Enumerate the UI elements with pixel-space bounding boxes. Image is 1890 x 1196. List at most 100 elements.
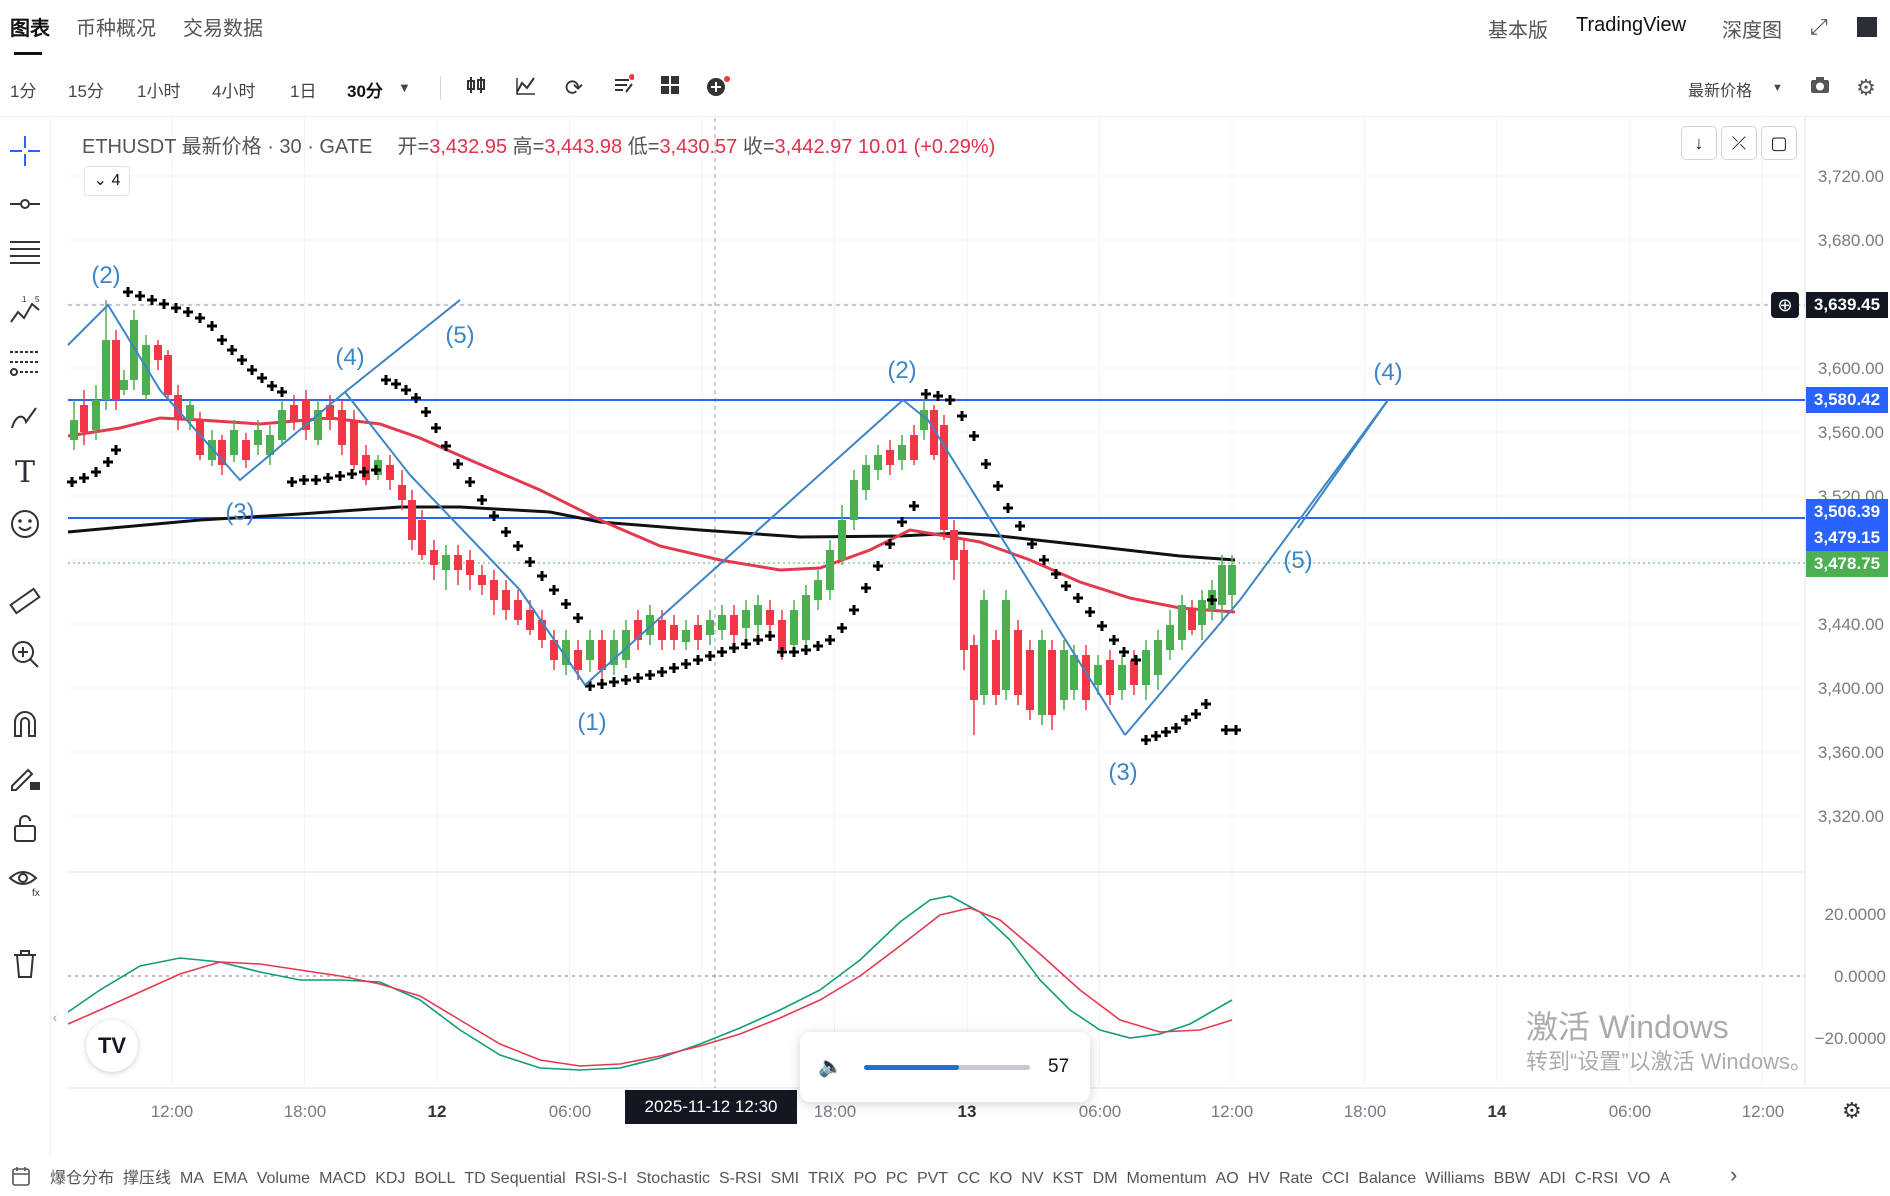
gear-icon[interactable]: ⚙ [1842,1098,1862,1123]
volume-slider-track[interactable] [864,1065,1030,1070]
crosshair-icon[interactable] [6,134,44,172]
add-plus-icon[interactable] [704,74,732,102]
layout-grid-icon[interactable] [656,74,684,102]
indicator-item[interactable]: KO [989,1170,1013,1187]
trash-icon[interactable] [6,948,44,986]
indicator-item[interactable]: A [1659,1170,1671,1187]
indicator-item[interactable]: RSI-S-I [574,1170,628,1187]
brush-icon[interactable] [6,400,44,438]
indicator-item[interactable]: SMI [770,1170,800,1187]
timeframe-15m[interactable]: 15分 [68,82,104,101]
unlock-icon[interactable] [6,812,44,850]
candle-body [514,600,522,620]
sar-point [391,379,401,389]
indicator-item[interactable]: BOLL [414,1170,456,1187]
indicator-item[interactable]: EMA [213,1170,248,1187]
indicators-collapse-button[interactable]: ⌄ 4 [84,166,130,196]
indicator-item[interactable]: Balance [1358,1170,1417,1187]
text-icon[interactable]: T [14,455,35,490]
chevron-down-icon[interactable]: ▼ [1772,82,1783,94]
collapse-panes-button[interactable]: ⤫ [1721,126,1757,160]
indicator-item[interactable]: PO [853,1170,877,1187]
gear-icon[interactable]: ⚙ [1856,75,1876,100]
timeframe-4h[interactable]: 4小时 [212,82,256,101]
window-icon[interactable] [1857,17,1877,37]
indicator-item[interactable]: MA [180,1170,205,1187]
chevron-down-icon[interactable]: ▼ [398,80,411,95]
candle-body [418,520,426,555]
zoom-in-icon[interactable] [6,638,44,676]
indicator-item[interactable]: CC [957,1170,981,1187]
indicator-item[interactable]: 撑压线 [123,1170,172,1187]
lock-drawing-icon[interactable] [6,760,44,798]
timeframe-1d[interactable]: 1日 [290,82,317,101]
timeframe-30m[interactable]: 30分 [347,82,383,101]
tab-trading-data[interactable]: 交易数据 [183,18,263,40]
magnet-icon[interactable] [6,708,44,746]
indicator-item[interactable]: S-RSI [719,1170,762,1187]
volume-popup[interactable]: 🔈 57 [800,1032,1090,1102]
horizontal-lines-icon[interactable] [6,238,44,276]
timeframe-1m[interactable]: 1分 [10,82,37,101]
tab-depth[interactable]: 深度图 [1722,20,1782,42]
indicator-item[interactable]: Volume [256,1170,311,1187]
trend-line-icon[interactable] [6,188,44,226]
timeframe-1h[interactable]: 1小时 [137,82,181,101]
indicator-item[interactable]: KST [1052,1170,1084,1187]
candle-body [778,620,786,650]
sar-point [573,613,583,623]
tab-basic[interactable]: 基本版 [1488,20,1548,42]
indicator-item[interactable]: VO [1627,1170,1651,1187]
indicator-item[interactable]: DM [1092,1170,1118,1187]
indicator-item[interactable]: AO [1215,1170,1239,1187]
indicator-item[interactable]: KDJ [375,1170,406,1187]
symbol-title[interactable]: ETHUSDT 最新价格 · 30 · GATE [82,136,373,158]
emoji-icon[interactable] [6,508,44,546]
indicator-item[interactable]: PVT [916,1170,949,1187]
fullscreen-icon[interactable]: ⤢ [1810,14,1828,39]
replay-icon[interactable]: ⟳ [564,75,584,100]
tab-tradingview[interactable]: TradingView [1576,14,1687,36]
ruler-icon[interactable] [6,584,44,622]
price-type-select[interactable]: 最新价格 [1688,83,1753,100]
tradingview-logo[interactable]: TV [86,1020,138,1072]
camera-icon[interactable] [1806,74,1834,102]
indicator-item[interactable]: BBW [1493,1170,1531,1187]
templates-icon[interactable] [609,74,637,102]
sar-point [159,299,169,309]
tab-coin-overview[interactable]: 币种概况 [76,18,156,40]
indicator-item[interactable]: MACD [319,1170,367,1187]
indicators-icon[interactable] [512,74,540,102]
collapse-arrow-icon[interactable]: ‹ [52,1009,58,1025]
scroll-down-button[interactable]: ↓ [1681,126,1717,160]
svg-text:1: 1 [22,295,27,304]
indicator-item[interactable]: TRIX [808,1170,845,1187]
indicator-item[interactable]: Williams [1425,1170,1485,1187]
indicator-item[interactable]: PC [885,1170,908,1187]
indicator-item[interactable]: C-RSI [1574,1170,1619,1187]
indicator-item[interactable]: ADI [1539,1170,1566,1187]
sar-point [789,647,799,657]
fib-icon[interactable] [6,348,44,386]
indicator-item[interactable]: TD Sequential [464,1170,566,1187]
indicator-item[interactable]: 爆仓分布 [50,1170,115,1187]
indicator-item[interactable]: HV [1247,1170,1270,1187]
maximize-button[interactable]: ▢ [1761,126,1797,160]
candles-icon[interactable] [463,74,491,102]
tab-chart[interactable]: 图表 [10,18,50,40]
candle-body [960,550,968,650]
indicator-item[interactable]: NV [1021,1170,1044,1187]
chevron-right-icon[interactable]: › [1730,1162,1738,1187]
speaker-icon[interactable]: 🔈 [818,1056,843,1078]
calendar-icon[interactable] [12,1166,30,1191]
indicator-item[interactable]: Stochastic [636,1170,710,1187]
add-alert-icon[interactable]: ⊕ [1771,292,1799,318]
candle-body [92,400,100,430]
indicator-item[interactable]: CCI [1321,1170,1350,1187]
candle-body [1106,660,1114,695]
indicator-item[interactable]: Momentum [1126,1170,1207,1187]
indicator-item[interactable]: Rate [1278,1170,1313,1187]
eye-icon[interactable]: fx [6,864,44,902]
